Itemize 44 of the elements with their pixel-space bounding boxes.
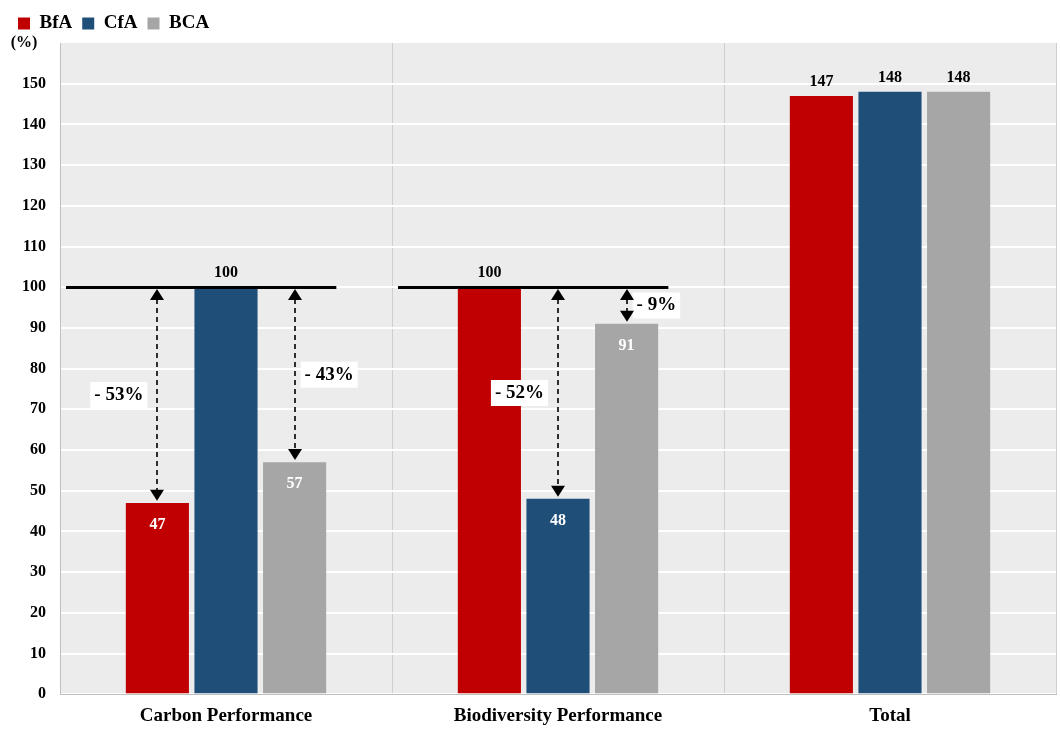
y-tick-label: 10: [30, 643, 46, 661]
data-label: 91: [618, 335, 635, 353]
annotation: - 52%: [494, 380, 544, 402]
data-label: 148: [946, 67, 971, 85]
y-tick-label: 0: [38, 684, 46, 702]
y-tick-label: 40: [30, 521, 46, 539]
bar: [595, 323, 659, 694]
bar: [194, 287, 258, 694]
bar: [789, 95, 853, 694]
bar: [263, 462, 327, 694]
x-tick-label: Total: [869, 703, 911, 725]
y-tick-label: 70: [30, 399, 46, 417]
y-tick-label: 130: [22, 155, 46, 173]
y-tick-label: 120: [22, 195, 46, 213]
annotation: - 53%: [94, 382, 144, 404]
bar: [125, 502, 189, 694]
legend-label: BCA: [168, 11, 210, 33]
y-tick-label: 150: [22, 73, 46, 91]
bar: [858, 91, 922, 694]
data-label: 147: [809, 72, 834, 90]
y-tick-label: 80: [30, 358, 46, 376]
y-tick-label: 60: [30, 440, 46, 458]
y-tick-label: 50: [30, 480, 46, 498]
data-label: 100: [214, 263, 238, 281]
data-label: 57: [286, 474, 303, 492]
data-label: 48: [550, 510, 566, 528]
annotation: - 43%: [304, 362, 354, 384]
legend-label: BfA: [39, 11, 73, 33]
data-label: 47: [149, 515, 166, 533]
y-axis-title: (%): [10, 33, 38, 52]
legend-label: CfA: [103, 11, 138, 33]
x-tick-label: Biodiversity Performance: [453, 703, 663, 725]
y-tick-label: 30: [30, 562, 46, 580]
bar: [526, 498, 590, 694]
bar: [927, 91, 991, 694]
annotation: - 9%: [636, 293, 677, 315]
y-tick-label: 90: [30, 318, 46, 336]
data-label: 100: [477, 263, 502, 281]
x-tick-label: Carbon Performance: [139, 703, 313, 725]
y-tick-label: 140: [22, 114, 46, 132]
y-tick-label: 110: [22, 236, 46, 254]
y-tick-label: 100: [22, 277, 46, 295]
y-tick-label: 20: [30, 602, 46, 620]
data-label: 148: [878, 67, 902, 85]
